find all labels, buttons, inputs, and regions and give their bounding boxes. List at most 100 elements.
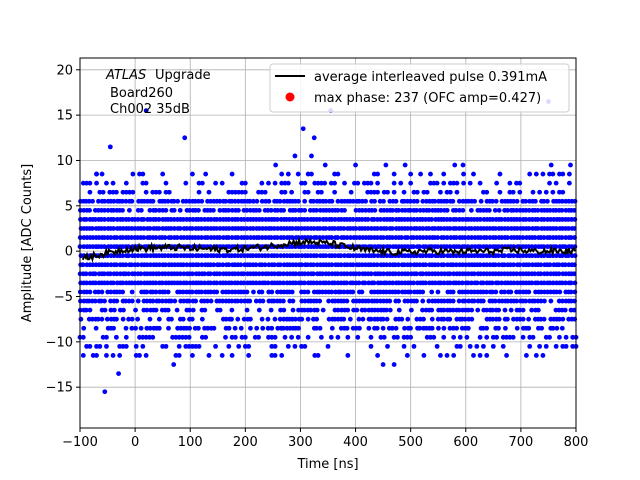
sample-point	[144, 307, 150, 313]
sample-point	[350, 289, 356, 295]
sample-point	[520, 307, 526, 313]
sample-point	[277, 262, 283, 268]
sample-point	[239, 334, 245, 340]
upgrade-label: Upgrade	[155, 68, 211, 83]
sample-point	[366, 325, 372, 331]
sample-point	[120, 316, 126, 322]
sample-point	[123, 325, 129, 331]
sample-point	[140, 180, 146, 186]
sample-point	[117, 343, 123, 349]
sample-point	[494, 180, 500, 186]
sample-point	[572, 253, 578, 259]
sample-point	[489, 289, 495, 295]
sample-point	[530, 334, 536, 340]
sample-point	[259, 217, 265, 222]
sample-point	[457, 343, 463, 349]
sample-point	[402, 325, 407, 331]
sample-point	[317, 325, 323, 331]
sample-point	[153, 207, 159, 213]
sample-point	[214, 217, 220, 222]
sample-point	[266, 198, 272, 204]
sample-point	[510, 189, 516, 195]
sample-point	[527, 171, 533, 177]
sample-point	[203, 171, 209, 177]
sample-point	[554, 325, 560, 331]
sample-point	[527, 343, 533, 349]
sample-point	[533, 353, 539, 358]
sample-point	[129, 198, 135, 204]
sample-point	[492, 298, 498, 304]
sample-point	[526, 226, 532, 231]
sample-point	[127, 189, 132, 195]
sample-point	[170, 334, 175, 340]
sample-point	[390, 217, 395, 222]
sample-point	[553, 343, 559, 349]
sample-point	[375, 353, 380, 358]
sample-point	[111, 198, 117, 204]
sample-point	[108, 307, 114, 313]
sample-point	[480, 298, 486, 304]
sample-point	[259, 198, 265, 204]
sample-point	[341, 226, 347, 231]
sample-point	[396, 271, 402, 277]
y-tick-label: −15	[46, 381, 73, 396]
sample-point	[99, 289, 105, 295]
sample-point	[265, 253, 271, 259]
sample-point	[135, 253, 141, 259]
sample-point	[548, 298, 554, 304]
sample-point	[517, 189, 523, 195]
sample-point	[428, 180, 433, 186]
sample-point	[196, 198, 201, 204]
sample-point-outlier	[402, 162, 408, 168]
sample-point	[126, 271, 131, 277]
sample-point	[547, 334, 552, 340]
sample-point	[305, 226, 311, 231]
y-tick-label: 10	[56, 154, 73, 169]
sample-point	[317, 217, 322, 222]
sample-point	[226, 207, 231, 213]
sample-point	[143, 334, 149, 340]
sample-point	[451, 334, 457, 340]
sample-point	[171, 207, 177, 213]
sample-point	[302, 207, 308, 213]
y-tick-label: −5	[54, 290, 73, 305]
sample-point	[497, 189, 503, 195]
sample-point	[429, 217, 435, 222]
sample-point	[130, 189, 136, 195]
sample-point	[184, 262, 190, 268]
sample-point	[487, 253, 492, 259]
sample-point	[262, 189, 268, 195]
sample-point	[183, 180, 189, 186]
sample-point	[107, 189, 113, 195]
sample-point	[421, 353, 427, 358]
sample-point	[414, 316, 420, 322]
sample-point	[356, 271, 362, 277]
sample-point	[344, 325, 350, 331]
sample-point	[543, 189, 549, 195]
sample-point	[141, 217, 147, 222]
sample-point	[384, 262, 389, 268]
sample-point	[374, 262, 380, 268]
sample-point	[530, 189, 536, 195]
sample-point	[461, 180, 466, 186]
sample-point	[123, 180, 129, 186]
sample-point	[266, 334, 271, 340]
sample-point	[365, 180, 371, 186]
sample-point	[361, 180, 367, 186]
sample-point	[226, 325, 232, 331]
sample-point	[511, 262, 516, 268]
sample-point	[232, 289, 238, 295]
sample-point	[570, 334, 576, 340]
sample-point	[383, 289, 389, 295]
sample-point	[92, 298, 98, 304]
sample-point	[332, 180, 338, 186]
sample-point	[110, 189, 116, 195]
sample-point	[137, 353, 142, 358]
sample-point	[477, 262, 483, 268]
sample-point	[562, 262, 568, 268]
sample-point	[484, 353, 490, 358]
x-tick-label: 100	[178, 435, 203, 450]
sample-point	[405, 298, 411, 304]
sample-point	[360, 316, 366, 322]
sample-point	[282, 189, 288, 195]
